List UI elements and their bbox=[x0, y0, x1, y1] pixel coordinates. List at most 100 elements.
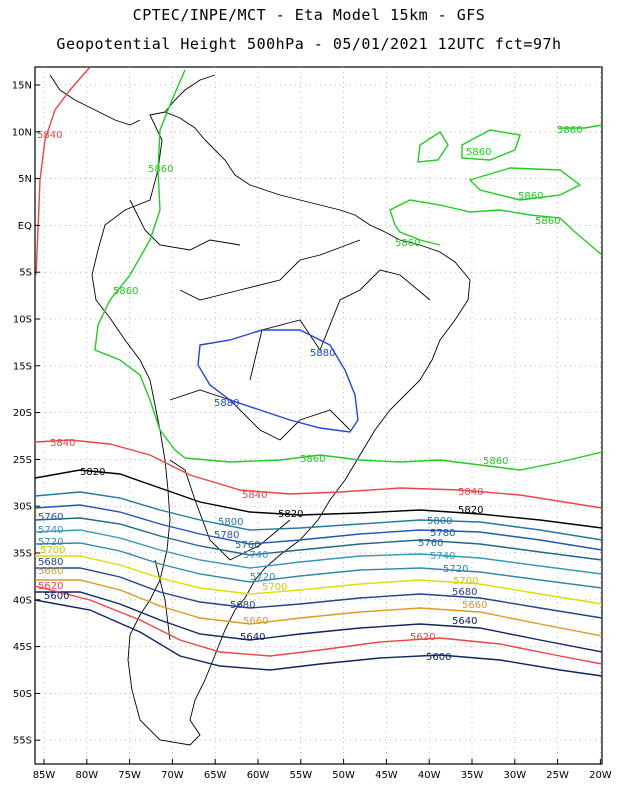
lat-tick-label: EQ bbox=[18, 221, 32, 232]
contour-label: 5720 bbox=[38, 537, 63, 548]
map-title: CPTEC/INPE/MCT - Eta Model 15km - GFS bbox=[132, 6, 486, 24]
contour-label: 5780 bbox=[214, 530, 239, 541]
contour-label: 5860 bbox=[148, 164, 173, 175]
contour-label: 5600 bbox=[426, 652, 451, 663]
contour-5760 bbox=[35, 517, 602, 561]
lon-tick-label: 35W bbox=[461, 770, 484, 781]
lon-tick-label: 40W bbox=[418, 770, 441, 781]
contour-label: 5860 bbox=[483, 456, 508, 467]
lat-tick-label: 40S bbox=[13, 595, 32, 606]
contour-5640 bbox=[35, 591, 602, 653]
contour-label: 5700 bbox=[40, 545, 65, 556]
contour-label: 5840 bbox=[50, 438, 75, 449]
lon-tick-label: 85W bbox=[33, 770, 56, 781]
contour-label: 5840 bbox=[458, 487, 483, 498]
contour-label: 5860 bbox=[113, 286, 138, 297]
contour-label: 5860 bbox=[395, 238, 420, 249]
contour-5680 bbox=[35, 567, 602, 619]
contour-label: 5800 bbox=[218, 517, 243, 528]
lat-tick-label: 30S bbox=[13, 502, 32, 513]
contour-label: 5820 bbox=[80, 467, 105, 478]
contour-5780 bbox=[35, 504, 602, 551]
lat-tick-label: 5S bbox=[19, 268, 32, 279]
contour-5840-nw bbox=[35, 67, 91, 276]
contour-label: 5820 bbox=[458, 505, 483, 516]
contour-label: 5660 bbox=[243, 616, 268, 627]
lat-tick-label: 15S bbox=[13, 361, 32, 372]
contour-5860-south bbox=[184, 451, 602, 471]
contour-5720 bbox=[35, 542, 602, 589]
lon-tick-label: 70W bbox=[161, 770, 184, 781]
lat-tick-label: 45S bbox=[13, 642, 32, 653]
contour-5820 bbox=[35, 469, 602, 529]
contour-5620 bbox=[35, 585, 602, 665]
contour-5860-loop2 bbox=[461, 129, 521, 161]
contour-label: 5760 bbox=[235, 540, 260, 551]
lon-tick-label: 50W bbox=[332, 770, 355, 781]
contour-label: 5620 bbox=[38, 581, 63, 592]
contour-5800 bbox=[35, 491, 602, 541]
contour-label: 5700 bbox=[262, 582, 287, 593]
contour-label: 5640 bbox=[240, 632, 265, 643]
contour-label: 5680 bbox=[38, 557, 63, 568]
contour-label: 5700 bbox=[453, 576, 478, 587]
contour-label: 5740 bbox=[38, 525, 63, 536]
contour-label: 5620 bbox=[410, 632, 435, 643]
contour-label: 5720 bbox=[443, 564, 468, 575]
graticule bbox=[35, 67, 602, 764]
contour-label: 5740 bbox=[243, 550, 268, 561]
lon-tick-label: 75W bbox=[118, 770, 141, 781]
contour-5860-loop1 bbox=[417, 131, 449, 163]
map-subtitle: Geopotential Height 500hPa - 05/01/2021 … bbox=[56, 35, 562, 53]
contour-label: 5840 bbox=[37, 130, 62, 141]
lat-tick-label: 50S bbox=[13, 689, 32, 700]
contour-label: 5680 bbox=[452, 587, 477, 598]
lat-tick-label: 55S bbox=[13, 736, 32, 747]
lat-tick-label: 25S bbox=[13, 455, 32, 466]
contour-label: 5880 bbox=[310, 348, 335, 359]
contour-5860-north bbox=[560, 124, 602, 129]
contour-5840 bbox=[35, 439, 602, 509]
contour-label: 5680 bbox=[230, 600, 255, 611]
contour-label: 5760 bbox=[38, 512, 63, 523]
contour-5600 bbox=[35, 599, 602, 677]
contour-label: 5720 bbox=[250, 572, 275, 583]
contour-label: 5800 bbox=[427, 516, 452, 527]
contour-label: 5860 bbox=[557, 125, 582, 136]
lon-tick-label: 20W bbox=[589, 770, 612, 781]
contour-label: 5860 bbox=[466, 147, 491, 158]
contour-5700 bbox=[35, 555, 602, 605]
lon-tick-label: 65W bbox=[204, 770, 227, 781]
lat-tick-label: 35S bbox=[13, 549, 32, 560]
coastlines bbox=[49, 74, 471, 746]
contour-label: 5880 bbox=[214, 398, 239, 409]
contour-5660 bbox=[35, 579, 602, 637]
contour-label: 5820 bbox=[278, 509, 303, 520]
contour-label: 5640 bbox=[452, 616, 477, 627]
contour-label: 5860 bbox=[518, 191, 543, 202]
contour-5740 bbox=[35, 529, 602, 575]
contour-label: 5660 bbox=[462, 600, 487, 611]
lon-tick-label: 25W bbox=[546, 770, 569, 781]
contour-label: 5860 bbox=[535, 216, 560, 227]
contour-label: 5860 bbox=[300, 454, 325, 465]
contour-label: 5760 bbox=[418, 538, 443, 549]
lat-tick-label: 10N bbox=[12, 127, 32, 138]
contour-5860-loop3 bbox=[468, 167, 582, 201]
lat-tick-label: 15N bbox=[12, 81, 32, 92]
map-frame bbox=[34, 66, 603, 765]
lon-tick-label: 55W bbox=[289, 770, 312, 781]
lon-tick-label: 60W bbox=[247, 770, 270, 781]
contour-5860-west bbox=[94, 69, 186, 459]
lat-tick-label: 10S bbox=[13, 315, 32, 326]
lat-tick-label: 5N bbox=[18, 174, 32, 185]
lat-tick-label: 20S bbox=[13, 408, 32, 419]
contour-label: 5780 bbox=[430, 528, 455, 539]
lon-tick-label: 80W bbox=[75, 770, 98, 781]
lon-tick-label: 30W bbox=[503, 770, 526, 781]
contour-5880 bbox=[197, 329, 359, 433]
lon-tick-label: 45W bbox=[375, 770, 398, 781]
contour-label: 5840 bbox=[242, 490, 267, 501]
contour-5860-atlantic bbox=[389, 199, 602, 256]
